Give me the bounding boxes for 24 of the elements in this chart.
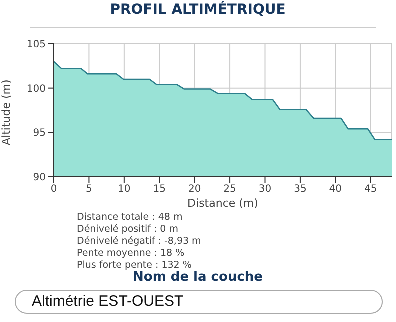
- x-tick-label: 40: [329, 184, 342, 196]
- x-tick-label: 0: [50, 184, 58, 196]
- x-tick-label: 15: [153, 184, 166, 196]
- x-tick-label: 10: [118, 184, 131, 196]
- x-tick-label: 30: [258, 184, 272, 196]
- y-tick-label: 100: [26, 84, 46, 95]
- y-tick-label: 90: [33, 172, 46, 184]
- text: Distance totale : 48 m: [77, 212, 184, 224]
- text: Plus forte pente : 132 %: [77, 260, 193, 271]
- x-tick-label: 35: [294, 184, 307, 196]
- text: Dénivelé positif : 0 m: [77, 224, 180, 236]
- text: Pente moyenne : 18 %: [77, 248, 186, 260]
- text: Nom de la couche: [132, 270, 264, 285]
- y-tick-label: 105: [26, 40, 46, 51]
- x-tick-label: 45: [364, 184, 378, 196]
- chart-title: PROFIL ALTIMÉTRIQUE: [109, 2, 287, 18]
- text: Dénivelé négatif : -8,93 m: [77, 236, 202, 248]
- y-axis-title: Altitude (m): [0, 80, 13, 146]
- text-field: Altimétrie EST-OUEST: [15, 290, 383, 314]
- x-tick-label: 20: [188, 184, 202, 196]
- y-tick-label: 95: [33, 128, 46, 140]
- x-axis-title: Distance (m): [188, 197, 258, 210]
- x-tick-label: 5: [86, 184, 92, 196]
- x-tick-label: 25: [224, 184, 236, 196]
